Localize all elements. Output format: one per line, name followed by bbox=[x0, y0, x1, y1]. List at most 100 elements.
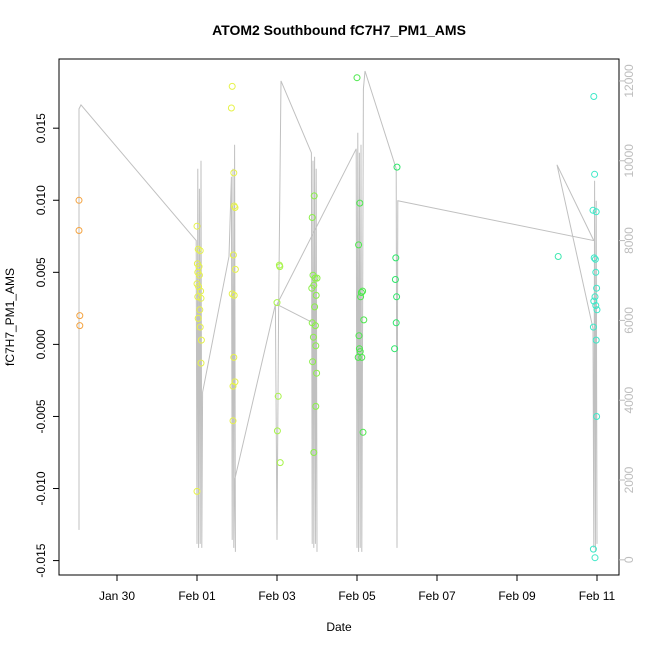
right-tick-label-6: 12000 bbox=[622, 64, 636, 98]
data-point-81 bbox=[592, 208, 600, 216]
data-point-10 bbox=[195, 271, 203, 279]
y-axis-left: -0.015 -0.010 -0.005 0.000 0.005 0.010 0.015 bbox=[34, 113, 59, 578]
data-point-78 bbox=[590, 93, 598, 100]
data-point-54 bbox=[309, 358, 317, 366]
data-point-69 bbox=[358, 353, 366, 361]
right-tick-label-3: 6000 bbox=[622, 307, 636, 334]
data-point-80 bbox=[589, 206, 597, 214]
data-point-12 bbox=[195, 283, 203, 291]
data-point-72 bbox=[392, 254, 400, 262]
data-point-39 bbox=[273, 427, 281, 435]
data-point-92 bbox=[593, 413, 601, 420]
series-line bbox=[78, 70, 598, 552]
data-point-26 bbox=[231, 204, 239, 211]
x-axis-label: Date bbox=[326, 620, 352, 634]
data-point-6 bbox=[196, 247, 204, 255]
data-point-74 bbox=[393, 293, 401, 301]
data-point-24 bbox=[230, 169, 238, 177]
right-tick-label-1: 2000 bbox=[622, 466, 636, 493]
y-tick-label-6: 0.015 bbox=[34, 113, 48, 143]
x-tick-label-4: Feb 07 bbox=[418, 589, 456, 603]
y-tick-label-3: 0.000 bbox=[34, 329, 48, 359]
data-point-40 bbox=[276, 459, 284, 467]
data-point-35 bbox=[273, 299, 281, 307]
data-point-59 bbox=[356, 199, 364, 207]
data-point-31 bbox=[230, 353, 238, 361]
data-point-89 bbox=[593, 306, 601, 314]
data-point-45 bbox=[313, 274, 321, 282]
data-point-37 bbox=[276, 263, 284, 271]
data-point-66 bbox=[355, 345, 363, 353]
data-point-34 bbox=[229, 417, 237, 425]
x-tick-label-6: Feb 11 bbox=[579, 589, 616, 603]
x-tick-label-0: Jan 30 bbox=[99, 589, 135, 603]
x-tick-label-2: Feb 03 bbox=[258, 589, 296, 603]
data-point-1 bbox=[75, 227, 83, 234]
y-tick-label-0: -0.015 bbox=[34, 543, 48, 577]
y-axis-right: 0 2000 4000 6000 8000 10000 12000 bbox=[619, 64, 636, 563]
data-point-86 bbox=[591, 293, 599, 301]
data-point-29 bbox=[228, 290, 236, 298]
data-point-38 bbox=[274, 392, 282, 400]
data-point-83 bbox=[591, 255, 599, 263]
data-point-14 bbox=[194, 293, 202, 301]
data-point-88 bbox=[592, 302, 600, 309]
data-point-71 bbox=[393, 163, 401, 171]
data-point-68 bbox=[354, 353, 362, 361]
data-point-3 bbox=[76, 322, 84, 330]
data-point-77 bbox=[554, 253, 562, 260]
data-point-60 bbox=[355, 241, 363, 249]
x-tick-label-1: Feb 01 bbox=[178, 589, 216, 603]
data-point-53 bbox=[312, 342, 320, 350]
data-point-82 bbox=[590, 254, 598, 262]
data-point-2 bbox=[76, 312, 84, 320]
data-point-64 bbox=[360, 316, 368, 324]
data-point-58 bbox=[353, 74, 361, 82]
data-point-52 bbox=[309, 333, 317, 341]
y-axis-label: fC7H7_PM1_AMS bbox=[3, 268, 17, 366]
data-point-22 bbox=[228, 82, 236, 90]
data-point-33 bbox=[229, 382, 237, 390]
data-point-18 bbox=[196, 323, 204, 331]
data-point-51 bbox=[311, 322, 319, 330]
data-point-63 bbox=[357, 293, 365, 301]
data-point-76 bbox=[391, 345, 399, 353]
data-point-28 bbox=[231, 265, 239, 273]
data-point-62 bbox=[357, 289, 365, 296]
right-tick-label-5: 10000 bbox=[622, 144, 636, 178]
y-tick-label-2: -0.005 bbox=[34, 399, 48, 433]
data-point-20 bbox=[197, 359, 205, 367]
y-tick-label-5: 0.010 bbox=[34, 185, 48, 215]
right-tick-label-4: 8000 bbox=[622, 227, 636, 254]
data-point-32 bbox=[231, 378, 239, 386]
right-tick-label-2: 4000 bbox=[622, 387, 636, 414]
data-point-4 bbox=[193, 222, 201, 230]
data-point-91 bbox=[592, 336, 600, 344]
data-point-41 bbox=[308, 214, 316, 221]
data-point-87 bbox=[590, 297, 598, 305]
data-point-65 bbox=[355, 332, 363, 340]
data-point-30 bbox=[230, 291, 238, 299]
y-tick-label-4: 0.005 bbox=[34, 257, 48, 287]
data-point-27 bbox=[229, 251, 237, 259]
plot-area bbox=[75, 70, 601, 562]
data-point-79 bbox=[591, 170, 599, 178]
data-point-75 bbox=[392, 319, 400, 327]
chart-title: ATOM2 Southbound fC7H7_PM1_AMS bbox=[212, 22, 466, 38]
data-point-94 bbox=[591, 554, 599, 562]
data-point-17 bbox=[194, 314, 202, 322]
data-point-15 bbox=[197, 294, 205, 302]
data-point-48 bbox=[312, 291, 320, 299]
data-point-47 bbox=[310, 281, 318, 289]
data-point-42 bbox=[310, 192, 318, 200]
data-point-93 bbox=[589, 545, 597, 553]
data-point-90 bbox=[589, 323, 597, 331]
data-point-85 bbox=[593, 284, 601, 292]
data-point-0 bbox=[75, 196, 83, 204]
data-point-56 bbox=[312, 402, 320, 410]
x-tick-label-3: Feb 05 bbox=[338, 589, 376, 603]
data-point-19 bbox=[197, 336, 205, 344]
data-point-49 bbox=[311, 303, 319, 311]
x-axis: Jan 30 Feb 01 Feb 03 Feb 05 Feb 07 Feb 09 Feb … bbox=[99, 575, 616, 603]
data-point-13 bbox=[197, 287, 205, 295]
